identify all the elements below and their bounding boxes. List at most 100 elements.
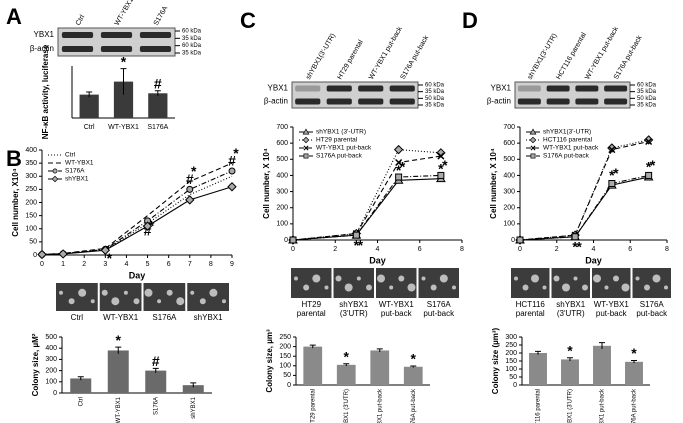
band — [295, 98, 321, 105]
annotation: * — [344, 348, 350, 364]
series-line — [292, 174, 441, 241]
micrograph-label: parental — [516, 309, 545, 318]
cell-colony — [90, 299, 95, 304]
error-bar — [631, 360, 637, 364]
cell-colony — [553, 275, 560, 282]
annotation: * — [400, 159, 406, 175]
cell-colony — [389, 285, 394, 290]
legend-label: WT-YBX1 put-back — [543, 145, 599, 152]
point — [437, 171, 445, 179]
row-label: YBX1 — [268, 84, 289, 93]
cell-colony — [312, 274, 321, 283]
band — [546, 85, 570, 92]
y-tick-label: 700 — [276, 124, 288, 131]
y-tick-label: 500 — [503, 156, 515, 163]
annotation: * — [646, 159, 652, 175]
micrograph-label: shYBX1 — [194, 313, 223, 322]
point — [529, 128, 537, 135]
x-tick-label: 9 — [230, 261, 234, 268]
band — [575, 98, 599, 105]
annotation: * — [149, 217, 155, 233]
error-bar — [154, 90, 161, 96]
micrograph — [143, 283, 186, 311]
annotation: * — [116, 332, 122, 348]
micrograph-label: (3'UTR) — [557, 309, 585, 318]
y-axis-label: NF-κB activity, luciferase — [41, 44, 50, 139]
micrograph-label: parental — [297, 309, 326, 318]
cell-colony — [190, 290, 195, 295]
band — [100, 32, 133, 38]
legend-label: HCT116 parental — [543, 137, 593, 144]
y-tick-label: 0 — [53, 390, 57, 397]
marker-label: 35 kDa — [425, 89, 445, 95]
point — [142, 221, 153, 231]
cell-colony — [573, 276, 578, 281]
point — [393, 144, 404, 155]
y-axis-label: Cell number, X 10⁴ — [262, 148, 271, 219]
y-tick-label: 200 — [25, 199, 37, 206]
micrograph-label: S176A — [427, 300, 452, 309]
marker-label: 60 kDa — [425, 83, 445, 89]
legend-label: Ctrl — [65, 152, 76, 159]
bar — [370, 350, 390, 385]
annotation: * — [438, 160, 444, 176]
y-tick-label: 500 — [45, 334, 57, 341]
point — [303, 153, 309, 159]
error-bar — [410, 365, 417, 368]
error-bar — [376, 348, 383, 352]
bar — [403, 366, 423, 385]
y-tick-label: 250 — [25, 186, 37, 193]
point — [58, 249, 68, 259]
y-axis-label: Colony size (µm³) — [491, 327, 500, 394]
panel-letter: C — [240, 8, 256, 33]
y-tick-label: 50 — [29, 239, 37, 246]
micrograph — [291, 268, 332, 298]
y-tick-label: 400 — [25, 147, 37, 154]
legend-label: WT-YBX1 — [65, 160, 94, 167]
annotation: * — [650, 157, 656, 173]
micrograph-label: HCT116 — [516, 300, 546, 309]
x-tick-label: S176A — [147, 124, 168, 131]
y-tick-label: 400 — [45, 345, 57, 352]
y-tick-label: 100 — [276, 221, 288, 228]
error-bar — [309, 344, 316, 349]
x-axis-label: Day — [585, 255, 602, 265]
row-label: YBX1 — [491, 84, 512, 93]
bar — [107, 350, 129, 393]
cell-colony — [68, 298, 75, 305]
marker-label: 60 kDa — [182, 43, 202, 49]
micrograph — [99, 283, 142, 311]
band — [326, 85, 352, 92]
legend-label: WT-YBX1 put-back — [316, 145, 372, 152]
y-tick-label: 50 — [283, 372, 291, 379]
bar — [113, 81, 134, 118]
cell-colony — [59, 290, 63, 295]
y-tick-label: 350 — [25, 160, 37, 167]
bar — [529, 353, 547, 385]
cell-colony — [582, 284, 588, 291]
bar — [593, 345, 611, 385]
y-tick-label: 0 — [33, 252, 37, 259]
band — [100, 46, 133, 52]
micrograph — [187, 283, 229, 311]
cell-colony — [562, 283, 570, 292]
cell-colony — [166, 289, 173, 296]
cell-colony — [133, 298, 140, 305]
cell-colony — [344, 283, 353, 292]
y-axis-label: Colony size, µM² — [31, 333, 40, 396]
x-tick-label: S176A — [153, 397, 159, 415]
cell-colony — [176, 297, 185, 306]
legend-label: S176A put-back — [316, 153, 363, 160]
x-axis-label: Day — [369, 255, 386, 265]
legend-label: shYBX1 (3'-UTR) — [316, 129, 366, 136]
annotation: * — [358, 237, 364, 253]
cell-colony — [593, 274, 601, 283]
band — [295, 85, 321, 92]
band — [517, 85, 541, 92]
marker-label: 60 kDa — [182, 29, 202, 35]
y-tick-label: 150 — [25, 212, 37, 219]
micrograph-label: shYBX1 — [339, 300, 368, 309]
cell-colony — [644, 284, 650, 291]
y-tick-label: 150 — [505, 358, 517, 365]
